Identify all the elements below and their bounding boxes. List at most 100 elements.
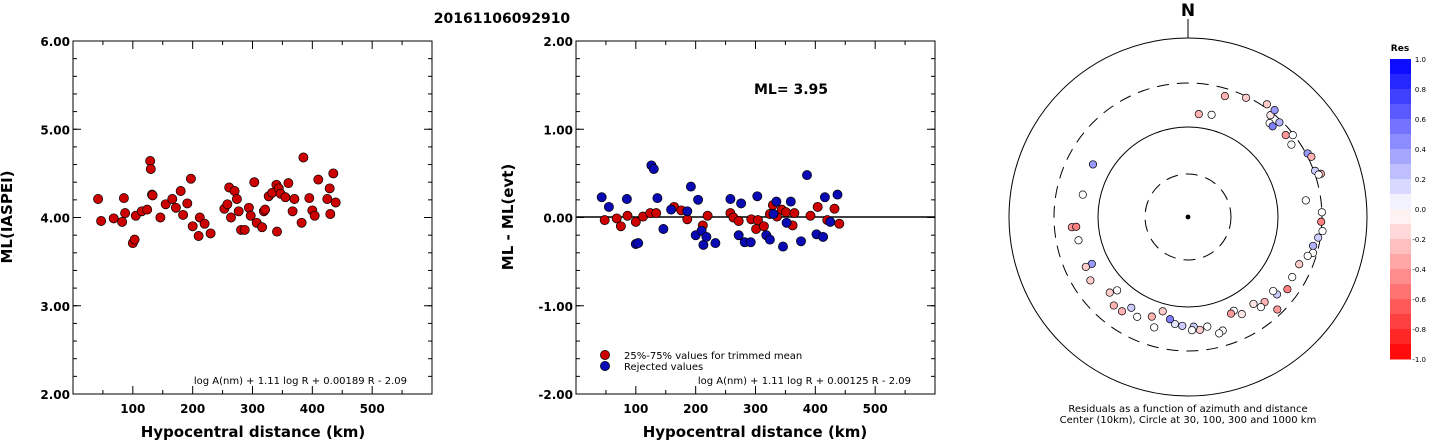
station-residual [1207,110,1216,119]
colorbar-cell [1390,299,1411,315]
station-residual [1165,315,1175,324]
data-point [325,209,336,219]
station-residual [1318,227,1327,236]
data-point [685,181,696,192]
colorbar-cell [1390,329,1411,345]
colorbar-tick-label: 0.8 [1415,86,1426,94]
y-tick-label: -2.00 [538,388,573,402]
data-point [633,238,644,249]
station-residual [1113,286,1122,295]
station-residual [1317,217,1326,226]
data-point [283,178,294,189]
data-point [768,209,779,219]
data-point [118,193,129,204]
data-point [658,224,669,234]
colorbar-tick-label: 0.6 [1415,116,1427,124]
station-residual [1187,326,1197,335]
data-point [313,174,324,185]
data-point [781,207,791,218]
data-point [304,193,315,204]
data-point [702,210,713,221]
data-point [603,201,614,212]
data-point [117,216,128,227]
colorbar-cell [1390,89,1411,105]
data-point [725,194,736,204]
residual-distance-plot: 100 200 300 400 500 -2.00 -1.00 0.00 1.00 2.00 ML… [499,35,936,441]
station-residual [1203,322,1212,331]
data-point [160,199,171,210]
y-tick-label: 6.00 [40,35,70,49]
data-point [296,217,307,228]
data-point [120,208,131,219]
data-point [239,224,250,235]
data-point [155,212,166,223]
data-point [758,221,769,232]
data-point [752,191,763,202]
station-residual [1288,131,1297,140]
station-residual [1295,260,1304,269]
station-residual [1275,118,1284,127]
polar-residual-map: N Residuals as a function of azimuth and… [1008,1,1368,426]
data-point [825,216,836,227]
station-residual [1150,323,1159,332]
colorbar-cell [1390,179,1411,195]
data-point [170,202,181,213]
colorbar-tick-label: 0.0 [1415,206,1426,214]
ml-distance-plot: 100 200 300 400 500 2.00 3.00 4.00 5.00 6.00 ML(I… [0,35,433,441]
data-point [832,189,843,200]
station-residual [1309,241,1318,250]
data-point [789,208,800,219]
data-point [805,210,816,221]
data-point [693,194,704,205]
data-point [178,209,189,220]
colorbar-cell [1390,269,1411,285]
station-residual [1170,319,1179,329]
data-point [829,203,840,214]
legend-marker-rejected [600,361,610,371]
colorbar-cell [1390,254,1411,270]
station-residual [1178,321,1187,330]
residual-colorbar: Res 1.0 0.8 0.6 0.4 0.2 0.0 -0.2 -0.4 -0.6 -0.8 -1… [1390,44,1427,364]
y-axis-label: ML - ML(evt) [499,164,517,270]
ring-30km [1144,173,1232,261]
station-residual [1301,196,1310,205]
y-tick-label: 3.00 [40,300,70,314]
data-point [257,222,268,233]
data-point [652,193,663,204]
x-tick-label: 300 [743,402,768,416]
y-tick-label: 0.00 [543,212,573,226]
colorbar-cell [1390,59,1411,75]
station-residual [1133,312,1142,321]
x-tick-label: 200 [180,402,205,416]
station-residual [1303,251,1312,260]
data-point [245,210,256,221]
data-point [781,217,792,228]
formula-label: log A(nm) + 1.11 log R + 0.00189 R - 2.0… [194,376,407,387]
ring-100km [1097,126,1279,308]
data-point [182,198,193,209]
station-residual [1127,303,1136,312]
data-point [733,230,744,241]
data-point [701,231,712,242]
colorbar-title: Res [1391,44,1409,54]
data-point [819,192,830,203]
x-tick-label: 400 [300,402,325,416]
colorbar-tick-label: -0.8 [1412,326,1426,334]
x-tick-label: 200 [683,402,708,416]
data-point [145,164,156,174]
station-residual [1147,312,1156,321]
data-point [752,215,763,226]
station-residual [1242,93,1251,102]
data-point [233,206,244,217]
colorbar-tick-label: 1.0 [1415,56,1426,64]
colorbar-cell [1390,209,1411,225]
x-tick-label: 100 [120,402,145,416]
station-residual [1074,236,1083,245]
y-tick-label: 5.00 [40,123,70,137]
data-point [666,204,677,215]
colorbar-cell [1390,239,1411,255]
data-point [324,183,335,194]
data-point [129,234,140,245]
colorbar-tick-label: -0.4 [1412,266,1426,274]
data-point [231,194,242,204]
